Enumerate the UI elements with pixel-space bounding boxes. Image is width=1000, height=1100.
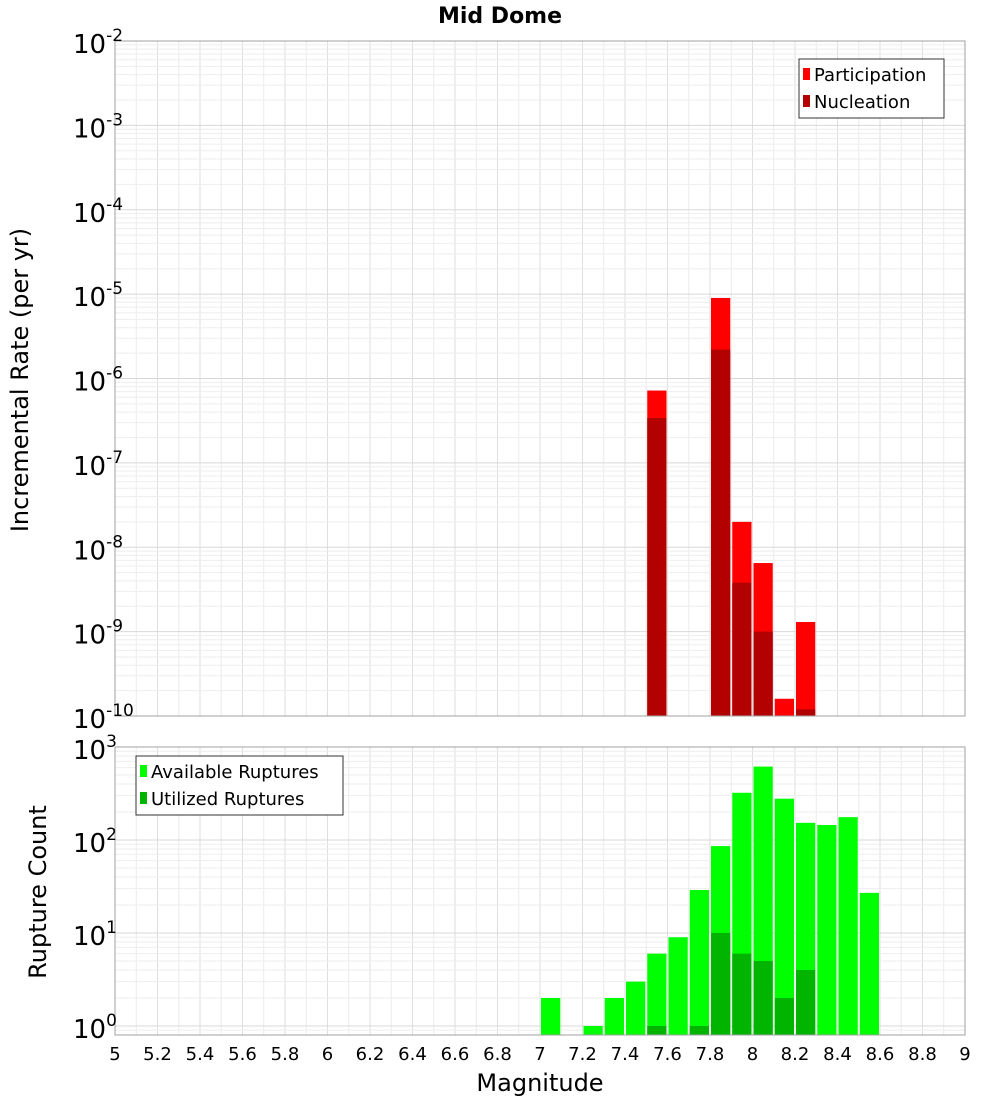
top-y-tick-label: 10-9 (73, 617, 123, 651)
bottom-bar-utilized-ruptures (796, 969, 816, 1035)
top-y-tick-label: 10-5 (73, 279, 123, 313)
top-y-tick-label: 10-6 (73, 364, 123, 398)
bottom-bar-available-ruptures (689, 889, 709, 1035)
bottom-bar-available-ruptures (668, 937, 688, 1035)
legend-box (135, 755, 344, 816)
x-tick-label: 5.2 (143, 1044, 172, 1065)
top-bar-nucleation (711, 349, 731, 716)
bottom-bar-available-ruptures (838, 817, 858, 1035)
bottom-bar-available-ruptures (774, 798, 794, 1035)
x-tick-label: 5.6 (228, 1044, 257, 1065)
top-y-tick-label: 10-10 (73, 701, 134, 735)
bottom-y-axis-label: Rupture Count (24, 805, 52, 979)
bottom-plot-frame (114, 746, 966, 1036)
x-tick-label: 5 (109, 1044, 120, 1065)
bottom-bar-available-ruptures (541, 997, 561, 1035)
x-tick-label: 6 (322, 1044, 333, 1065)
legend-swatch (803, 95, 810, 107)
bottom-y-tick-label: 102 (73, 825, 117, 859)
top-bar-nucleation (753, 631, 773, 716)
bottom-bar-utilized-ruptures (753, 960, 773, 1035)
x-tick-label: 9 (959, 1044, 970, 1065)
x-tick-label: 8.2 (781, 1044, 810, 1065)
x-tick-label: 8.6 (866, 1044, 895, 1065)
bottom-y-ticks: 103 102 101 100 (73, 732, 117, 1045)
x-ticks: 5 5.2 5.4 5.6 5.8 6 6.2 6.4 6.6 6.8 7 7.2 7.4 7.6 7.8 8… (109, 1044, 970, 1065)
top-bars (647, 297, 816, 716)
x-tick-label: 6.6 (441, 1044, 470, 1065)
legend-label: Participation (814, 65, 926, 86)
legend-label: Nucleation (814, 92, 910, 113)
legend-swatch (140, 765, 147, 777)
bottom-bar-utilized-ruptures (647, 1025, 667, 1035)
bottom-legend: Available Ruptures Utilized Ruptures (135, 755, 344, 816)
top-plot: 10-2 10-3 10-4 10-5 10-6 10-7 10-8 10-9 10-10 Par… (73, 26, 966, 735)
top-bar-participation (774, 698, 794, 716)
top-bar-nucleation (732, 582, 752, 716)
bottom-bar-available-ruptures (817, 824, 837, 1035)
bottom-bar-utilized-ruptures (689, 1025, 709, 1035)
bottom-bar-available-ruptures (604, 997, 624, 1035)
top-y-tick-label: 10-3 (73, 110, 123, 144)
top-y-tick-label: 10-7 (73, 448, 123, 482)
legend-swatch (140, 792, 147, 804)
bottom-bar-available-ruptures (859, 892, 879, 1035)
x-tick-label: 7.6 (653, 1044, 682, 1065)
x-axis-label: Magnitude (476, 1069, 603, 1097)
bottom-y-tick-label: 103 (73, 732, 117, 766)
x-tick-label: 8.4 (823, 1044, 852, 1065)
top-y-axis-label: Incremental Rate (per yr) (6, 228, 34, 532)
x-tick-label: 6.8 (483, 1044, 512, 1065)
x-tick-label: 7.2 (568, 1044, 597, 1065)
x-tick-label: 5.4 (186, 1044, 215, 1065)
legend-label: Utilized Ruptures (151, 789, 304, 810)
top-grid (114, 41, 966, 717)
x-tick-label: 6.2 (356, 1044, 385, 1065)
top-plot-frame (114, 40, 966, 717)
legend-swatch (803, 68, 810, 80)
bottom-bars (541, 766, 879, 1035)
bottom-bar-available-ruptures (647, 953, 667, 1035)
x-tick-label: 7.4 (611, 1044, 640, 1065)
bottom-bar-utilized-ruptures (711, 932, 731, 1035)
legend-box (798, 58, 945, 119)
x-tick-label: 6.4 (398, 1044, 427, 1065)
top-bar-participation (796, 622, 816, 716)
bottom-y-tick-label: 100 (73, 1011, 117, 1045)
top-y-tick-label: 10-2 (73, 26, 123, 60)
bottom-bar-available-ruptures (583, 1025, 603, 1035)
bottom-bar-available-ruptures (626, 981, 646, 1035)
bottom-bar-utilized-ruptures (774, 997, 794, 1035)
bottom-y-tick-label: 101 (73, 918, 117, 952)
top-bar-nucleation (647, 418, 667, 716)
chart-title: Mid Dome (438, 4, 562, 29)
x-tick-label: 8 (747, 1044, 758, 1065)
bottom-bar-utilized-ruptures (732, 953, 752, 1035)
x-tick-label: 5.8 (271, 1044, 300, 1065)
top-y-tick-label: 10-4 (73, 195, 123, 229)
legend-label: Available Ruptures (151, 762, 319, 783)
top-y-tick-label: 10-8 (73, 532, 123, 566)
top-y-ticks: 10-2 10-3 10-4 10-5 10-6 10-7 10-8 10-9 10-10 (73, 26, 134, 735)
top-bar-nucleation (796, 709, 816, 716)
x-tick-label: 8.8 (908, 1044, 937, 1065)
x-tick-label: 7.8 (696, 1044, 725, 1065)
top-legend: Participation Nucleation (798, 58, 945, 119)
x-tick-label: 7 (534, 1044, 545, 1065)
